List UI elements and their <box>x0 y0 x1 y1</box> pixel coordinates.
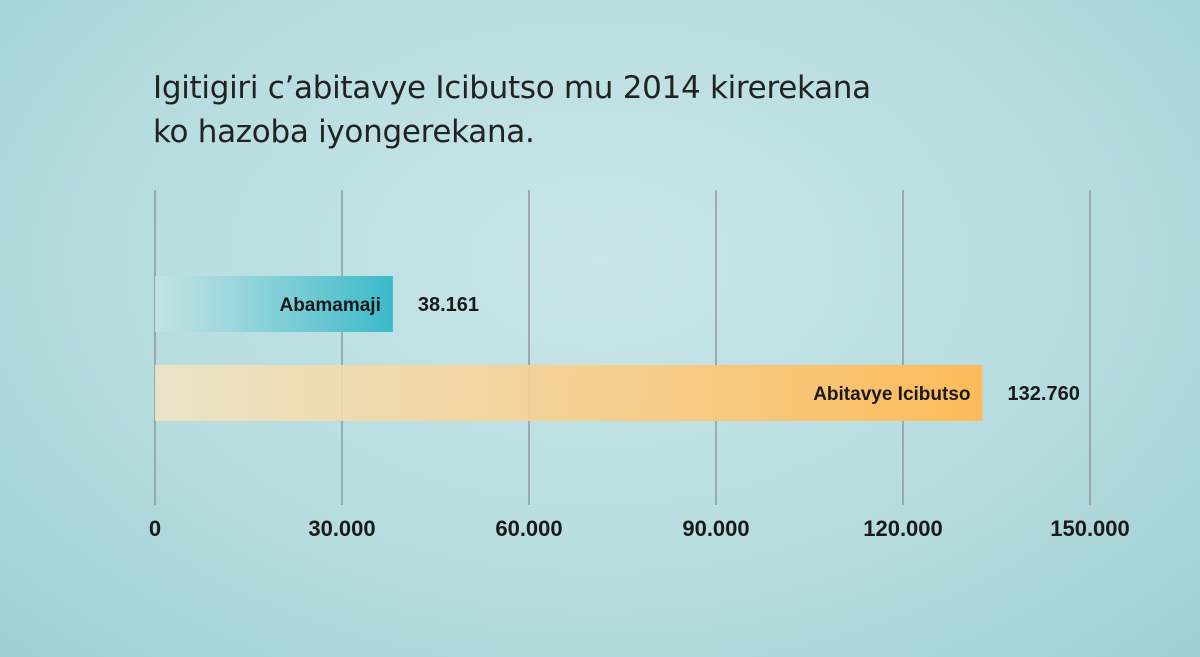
bar-category-label: Abitavye Icibutso <box>813 384 970 405</box>
bar-layer <box>155 276 983 421</box>
bar-value-label: 132.760 <box>1008 383 1080 405</box>
bar-category-label: Abamamaji <box>279 295 380 316</box>
x-tick-label: 0 <box>149 516 161 541</box>
label-layer: Abamamaji 38.161 Abitavye Icibutso 132.760 <box>279 294 1079 405</box>
x-tick-label: 30.000 <box>308 516 375 541</box>
x-axis-ticks: 0 30.000 60.000 90.000 120.000 150.000 <box>149 516 1130 541</box>
chart-title: Igitigiri c’abitavye Icibutso mu 2014 ki… <box>153 66 953 154</box>
x-tick-label: 90.000 <box>682 516 749 541</box>
x-tick-label: 60.000 <box>495 516 562 541</box>
bar-value-label: 38.161 <box>418 294 479 316</box>
x-tick-label: 120.000 <box>863 516 943 541</box>
x-tick-label: 150.000 <box>1050 516 1130 541</box>
grid-layer <box>154 190 1091 505</box>
chart-title-line-1: Igitigiri c’abitavye Icibutso mu 2014 ki… <box>153 70 871 106</box>
bar-abamamaji <box>155 276 393 332</box>
bar-abitavye-icibutso <box>155 365 983 421</box>
chart-title-line-2: ko hazoba iyongerekana. <box>153 114 535 150</box>
